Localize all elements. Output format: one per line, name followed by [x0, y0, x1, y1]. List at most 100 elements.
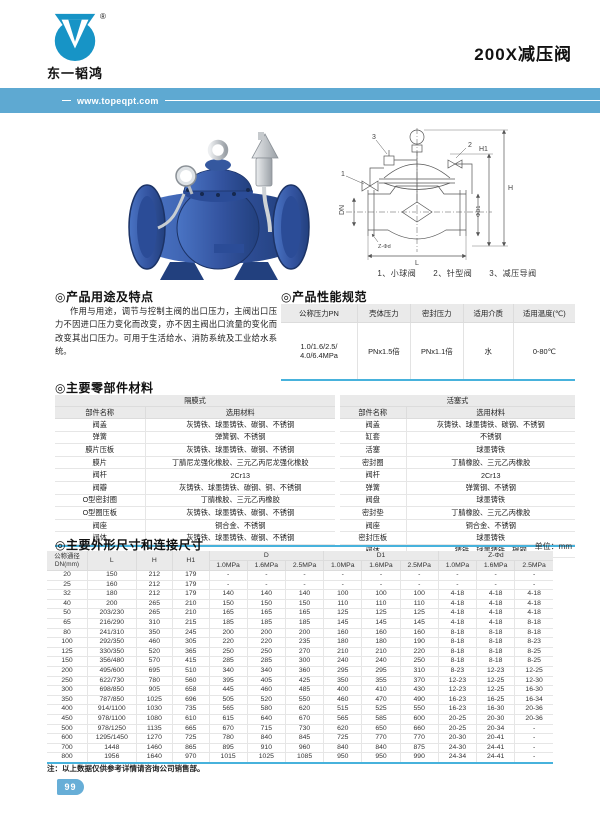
section-heading-materials: ◎主要零部件材料 [55, 381, 154, 395]
dim-cell: 4-18 [476, 608, 516, 619]
material-cell: 灰铸铁、球墨铸铁、碳钢、不锈钢 [144, 506, 335, 520]
dim-cell: 250 [47, 675, 88, 687]
dim-row: 40 200 265 210 150 150 150 110 110 110 4-18 4-18 4-1… [47, 598, 553, 610]
dim-cell: 1025 [135, 694, 174, 706]
dim-cell: 340 [208, 665, 248, 677]
dim-cell: 570 [135, 656, 174, 667]
dim-cell: 285 [208, 656, 248, 667]
section-heading-usage: ◎产品用途及特点 [55, 290, 154, 304]
dim-cell: 250 [246, 646, 286, 658]
dim-cell: - [437, 579, 478, 591]
dim-cell: 445 [208, 685, 248, 696]
dim-cell: 210 [172, 598, 210, 610]
perf-cell: 1.0/1.6/2.5/ 4.0/6.4MPa [281, 322, 358, 381]
dim-cell: 8-23 [514, 637, 553, 648]
dim-cell: 150 [284, 598, 325, 610]
material-row: O型圈压板 灰铸铁、球墨铸铁、碳钢、不锈钢 [55, 506, 335, 520]
table-note: 注：以上数据仅供参考详情请咨询公司销售部。 [47, 764, 205, 773]
diagram-caption: 1、小球阀 2、针型阀 3、减压导阀 [377, 269, 537, 278]
materials-col-header: 选用材料 [144, 406, 335, 419]
dim-cell: 20-36 [514, 713, 553, 725]
dim-cell: - [514, 742, 553, 754]
callout-3: 3 [372, 134, 376, 141]
dim-cell: 16-23 [437, 694, 478, 706]
dim-row: 150 356/480 570 415 285 285 300 240 240 250 8-18 8-… [47, 656, 553, 667]
dim-cell: 787/850 [87, 694, 137, 706]
dim-cell: 585 [361, 713, 401, 725]
materials-accent-line [55, 545, 575, 547]
materials-type-header: 活塞式 [340, 395, 575, 407]
material-row: 阀座 铜合金、不锈钢 [340, 518, 575, 533]
dim-cell: 780 [208, 733, 248, 744]
dim-cell: 330/350 [87, 646, 137, 658]
dim-cell: 140 [246, 589, 286, 600]
perf-col-header: 壳体压力 [356, 304, 411, 323]
dim-cell: 12-23 [437, 685, 478, 696]
dim-cell: 220 [246, 637, 286, 648]
dim-cell: - [284, 579, 325, 591]
dim-cell: 565 [208, 704, 248, 715]
dim-cell: 212 [135, 589, 174, 600]
dim-cell: 200 [246, 627, 286, 639]
dim-row: 300 698/850 905 658 445 460 485 400 410 430 12-23 1… [47, 685, 553, 696]
material-row: 膜片 丁腈尼龙强化橡胶、三元乙丙尼龙强化橡胶 [55, 455, 335, 470]
dim-cell: 730 [284, 723, 325, 735]
dim-row: 32 180 212 179 140 140 140 100 100 100 4-18 4-18 4-1… [47, 589, 553, 600]
dim-row: 800 1956 1640 970 1015 1025 1085 950 950 990 24-34… [47, 752, 553, 764]
part-name-cell: 活塞 [340, 443, 407, 457]
dim-cell: 145 [399, 617, 439, 629]
dim-header-h1: H1 [172, 551, 210, 571]
materials-table-diaphragm: 隔膜式 部件名称 选用材料 阀盖 灰铸铁、球墨铸铁、碳钢、不锈钢 弹簧 弹簧钢、不锈钢… [55, 395, 335, 558]
dim-cell: 845 [284, 733, 325, 744]
part-name-cell: 阀瓣 [55, 480, 146, 495]
dim-row: 125 330/350 520 365 250 250 270 210 210 220 8-18 8-… [47, 646, 553, 658]
dim-cell: 160 [361, 627, 401, 639]
part-name-cell: O型密封圈 [55, 493, 146, 508]
banner-line-right [164, 100, 600, 101]
dim-row: 700 1448 1460 865 895 910 960 840 840 875 24-30 24-… [47, 742, 553, 754]
dim-cell: - [514, 733, 553, 744]
dim-cell: 865 [172, 742, 210, 754]
part-name-cell: 阀盖 [55, 418, 146, 432]
part-name-cell: 阀杆 [55, 468, 146, 482]
usage-text: 作用与用途，调节与控制主阀的出口压力，主阀出口压力不因进口压力变化而改变，亦不因… [55, 306, 277, 357]
dim-subheader: 1.6MPa [361, 560, 401, 571]
dim-cell: - [514, 752, 553, 764]
dim-cell: 20 [47, 570, 88, 581]
material-row: 膜片压板 灰铸铁、球墨铸铁、碳钢、不锈钢 [55, 443, 335, 457]
dim-cell: - [208, 570, 248, 581]
material-cell: 丁腈橡胶、三元乙丙橡胶 [405, 506, 575, 520]
dim-label-zd: Z-Φd [378, 244, 391, 250]
dim-cell: - [323, 579, 363, 591]
dim-cell: 700 [47, 742, 88, 754]
dim-cell: 8-18 [514, 627, 553, 639]
dim-cell: 780 [135, 675, 174, 687]
dim-cell: 460 [323, 694, 363, 706]
dim-cell: 550 [284, 694, 325, 706]
dim-cell: 50 [47, 608, 88, 619]
dim-cell: 1025 [246, 752, 286, 764]
dim-row: 65 216/290 310 215 185 185 185 145 145 145 4-18 4-1… [47, 617, 553, 629]
dim-cell: 895 [208, 742, 248, 754]
dim-cell: 190 [399, 637, 439, 648]
dim-cell: 100 [399, 589, 439, 600]
dim-cell: 8-25 [514, 656, 553, 667]
dim-cell: 550 [399, 704, 439, 715]
dim-cell: 622/730 [87, 675, 137, 687]
dim-cell: 960 [284, 742, 325, 754]
section-heading-performance: ◎产品性能规范 [281, 290, 367, 304]
dim-cell: 415 [172, 656, 210, 667]
dim-cell: 16-34 [514, 694, 553, 706]
website-url[interactable]: www.topeqpt.com [77, 95, 159, 106]
dim-cell: 615 [208, 713, 248, 725]
dim-cell: 295 [361, 665, 401, 677]
dim-cell: 80 [47, 627, 88, 639]
dim-cell: 310 [399, 665, 439, 677]
dim-cell: 500 [47, 723, 88, 735]
dim-cell: 8-18 [476, 637, 516, 648]
product-photo [128, 132, 310, 280]
dim-cell: 525 [361, 704, 401, 715]
dim-cell: 100 [361, 589, 401, 600]
part-name-cell: 膜片 [55, 455, 146, 470]
dim-cell: 4-18 [437, 598, 478, 610]
